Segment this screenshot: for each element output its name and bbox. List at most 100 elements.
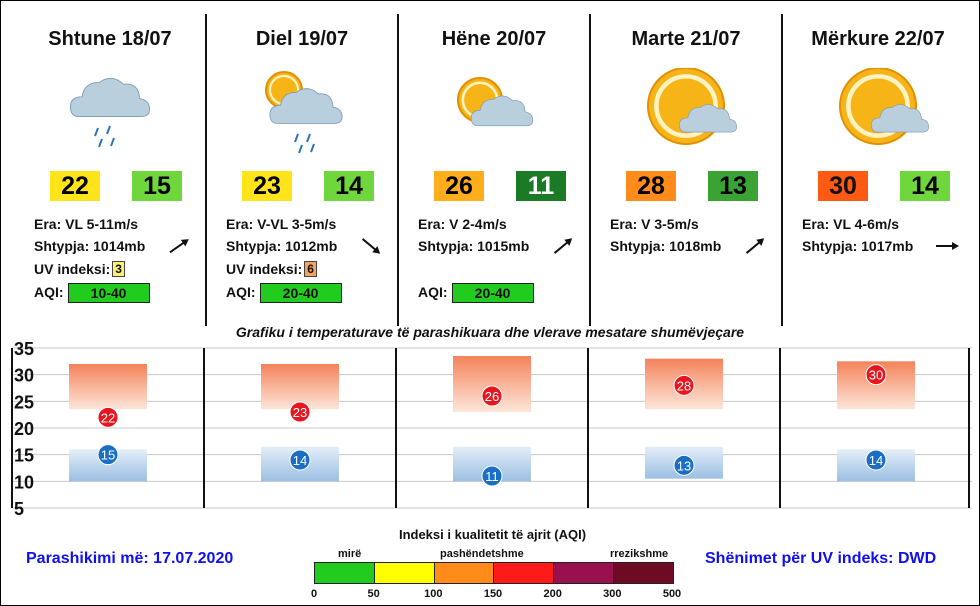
wind-text: Era: VL 4-6m/s <box>802 216 900 232</box>
wind-text: Era: V 3-5m/s <box>610 216 699 232</box>
day-title: Diel 19/07 <box>255 28 349 50</box>
aqi-label-hazardous: rrezikshme <box>610 548 669 560</box>
max-temp-point <box>481 385 503 407</box>
temperature-chart: 35 30 25 20 15 10 5 22 23 26 28 30 15 14 11 13 14 <box>11 340 972 519</box>
y-tick-label: 10 <box>14 472 34 492</box>
aqi-tick-label: 200 <box>543 588 562 600</box>
aqi-color-segment <box>494 563 555 583</box>
aqi-tick-label: 0 <box>310 588 318 600</box>
max-temp-point <box>865 364 887 386</box>
rain-cloud-icon <box>14 68 206 168</box>
min-temp-badge: 14 <box>900 171 950 201</box>
aqi-color-segment <box>614 563 673 583</box>
min-temp-badge: 15 <box>132 171 182 201</box>
aqi-value-badge: 20-40 <box>259 283 342 303</box>
min-temp-point <box>289 449 311 471</box>
uv-label: UV indeksi: <box>226 261 303 277</box>
y-tick-label: 5 <box>14 499 24 519</box>
aqi-label: AQI: <box>34 284 64 300</box>
pressure-text: Shtypja: 1017mb <box>802 238 914 254</box>
y-tick-label: 15 <box>14 446 34 466</box>
point-label: 14 <box>293 453 307 468</box>
aqi-color-segment <box>315 563 375 583</box>
wind-direction-arrow-icon <box>169 239 189 254</box>
pressure-text: Shtypja: 1015mb <box>418 238 530 254</box>
aqi-color-segment <box>554 563 615 583</box>
max-temp-badge: 22 <box>50 171 100 201</box>
min-temp-point <box>673 454 695 476</box>
day-column: Hëne 20/07 26 11 Era: V 2-4m/s Shtypja: … <box>398 0 590 330</box>
aqi-row: AQI: 20-40 <box>226 283 342 303</box>
day-column: Mërkure 22/07 30 14 Era: VL 4-6m/s Shtyp… <box>782 0 974 330</box>
max-temp-badge: 26 <box>434 171 484 201</box>
aqi-value-badge: 20-40 <box>451 283 534 303</box>
wind-direction-arrow-icon <box>936 242 959 250</box>
uv-label: UV indeksi: <box>34 261 111 277</box>
day-column: Diel 19/07 23 14 Era: V-VL 3-5m/s Shtypj… <box>206 0 398 330</box>
uv-row: UV indeksi: 3 <box>34 261 125 277</box>
sun-cloud-icon <box>782 67 974 168</box>
day-title: Marte 21/07 <box>631 28 741 50</box>
uv-value-badge: 3 <box>112 261 125 277</box>
day-column: Marte 21/07 28 13 Era: V 3-5m/s Shtypja:… <box>590 0 782 330</box>
point-label: 11 <box>485 469 499 484</box>
y-tick-label: 30 <box>14 366 34 386</box>
aqi-tick-label: 500 <box>662 588 682 600</box>
column-divider <box>589 14 591 326</box>
wind-direction-arrow-icon <box>745 238 765 254</box>
min-temp-point <box>97 444 119 466</box>
point-label: 28 <box>677 378 691 393</box>
min-temp-badge: 13 <box>708 171 758 201</box>
aqi-label-unhealthy: pashëndetshme <box>440 548 524 560</box>
aqi-tick-label: 50 <box>367 588 380 600</box>
y-tick-label: 20 <box>14 419 34 439</box>
pressure-text: Shtypja: 1014mb <box>34 238 146 254</box>
wind-text: Era: V-VL 3-5m/s <box>226 216 337 232</box>
sun-rain-cloud-icon <box>206 68 398 168</box>
wind-text: Era: V 2-4m/s <box>418 216 507 232</box>
uv-source-note: Shënimet për UV indeks: DWD <box>705 550 937 567</box>
day-title: Shtune 18/07 <box>48 28 172 50</box>
pressure-text: Shtypja: 1012mb <box>226 238 338 254</box>
aqi-label-good: mirë <box>338 548 362 560</box>
aqi-tick-label: 150 <box>483 588 503 600</box>
y-tick-label: 35 <box>14 340 34 359</box>
min-temp-point <box>865 449 887 471</box>
max-temp-point <box>97 406 119 428</box>
aqi-label: AQI: <box>226 284 256 300</box>
min-temp-point <box>481 465 503 487</box>
max-temp-badge: 23 <box>242 171 292 201</box>
max-temp-point <box>673 374 695 396</box>
wind-text: Era: VL 5-11m/s <box>34 216 139 232</box>
point-label: 30 <box>869 368 883 383</box>
avg-max-band <box>69 364 147 410</box>
day-title: Hëne 20/07 <box>441 28 547 50</box>
wind-direction-arrow-icon <box>553 238 573 254</box>
min-temp-badge: 11 <box>516 171 566 201</box>
point-label: 22 <box>101 410 115 425</box>
column-divider <box>781 14 783 326</box>
aqi-color-scale <box>314 562 674 584</box>
aqi-tick-label: 100 <box>424 588 443 600</box>
sun-cloud-icon <box>398 68 590 168</box>
column-divider <box>397 14 399 326</box>
column-divider <box>205 14 207 326</box>
min-temp-badge: 14 <box>324 171 374 201</box>
max-temp-badge: 30 <box>818 171 868 201</box>
day-column: Shtune 18/07 22 15 Era: VL 5-11m/s Shtyp… <box>14 0 206 330</box>
point-label: 13 <box>677 458 691 473</box>
day-title: Mërkure 22/07 <box>811 28 945 50</box>
max-temp-badge: 28 <box>626 171 676 201</box>
aqi-row: AQI: 10-40 <box>34 283 150 303</box>
aqi-value-badge: 10-40 <box>67 283 150 303</box>
aqi-color-segment <box>434 563 495 583</box>
aqi-row: AQI: 20-40 <box>418 283 534 303</box>
pressure-text: Shtypja: 1018mb <box>610 238 722 254</box>
point-label: 15 <box>101 448 115 463</box>
sun-cloud-icon <box>590 67 782 168</box>
point-label: 26 <box>485 389 499 404</box>
aqi-label: AQI: <box>418 284 448 300</box>
point-label: 23 <box>293 405 307 420</box>
uv-value-badge: 6 <box>304 261 317 277</box>
aqi-tick-label: 300 <box>603 588 622 600</box>
